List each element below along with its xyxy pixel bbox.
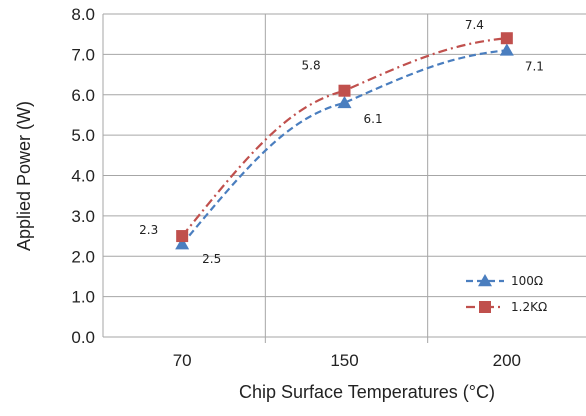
- y-tick-label: 3.0: [71, 207, 95, 226]
- data-label: 2.5: [202, 252, 221, 266]
- legend-label: 1.2KΩ: [511, 300, 547, 314]
- series-line: [181, 49, 507, 245]
- data-point: [176, 230, 189, 243]
- data-point: [337, 95, 352, 109]
- legend-marker: [479, 301, 491, 313]
- x-tick-label: 200: [493, 351, 521, 370]
- tick-labels: 0.0 1.0 2.0 3.0 4.0 5.0 6.0 7.0 8.0 70 150 200: [71, 5, 521, 370]
- data-label: 6.1: [364, 112, 383, 126]
- legend-label: 100Ω: [511, 274, 543, 288]
- y-tick-label: 8.0: [71, 5, 95, 24]
- series-line: [181, 37, 507, 237]
- data-point: [338, 84, 351, 97]
- data-label: 5.8: [302, 59, 321, 73]
- grid: [102, 13, 586, 343]
- y-tick-label: 2.0: [71, 247, 95, 266]
- y-tick-label: 0.0: [71, 328, 95, 347]
- data-point: [175, 237, 190, 250]
- y-tick-label: 4.0: [71, 167, 95, 186]
- x-tick-label: 70: [173, 351, 192, 370]
- data-label: 2.3: [139, 223, 158, 237]
- data-label: 7.4: [465, 18, 484, 32]
- series-lines: [175, 32, 514, 250]
- legend: 100Ω 1.2KΩ: [466, 274, 547, 314]
- y-tick-label: 6.0: [71, 86, 95, 105]
- y-axis-title: Applied Power (W): [14, 101, 34, 251]
- legend-marker: [478, 274, 492, 287]
- data-label: 7.1: [525, 59, 544, 73]
- y-tick-label: 7.0: [71, 45, 95, 64]
- x-tick-label: 150: [330, 351, 358, 370]
- data-point: [500, 32, 513, 45]
- y-tick-label: 1.0: [71, 288, 95, 307]
- data-labels: 2.5 6.1 7.1 2.3 5.8 7.4: [139, 18, 544, 266]
- x-axis-title: Chip Surface Temperatures (°C): [239, 382, 495, 402]
- y-tick-label: 5.0: [71, 126, 95, 145]
- data-point: [499, 43, 514, 56]
